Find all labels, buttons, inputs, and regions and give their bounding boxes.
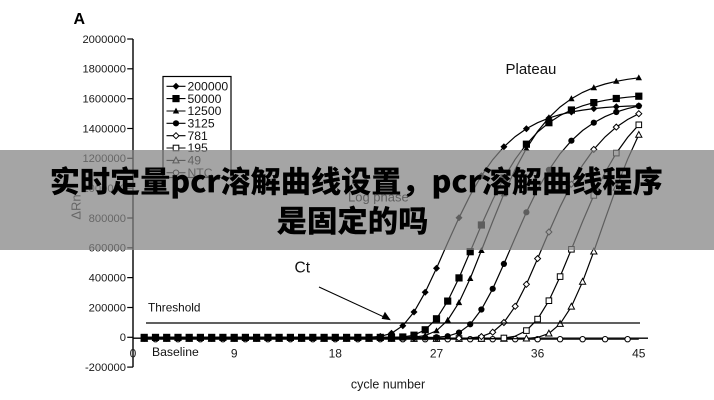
svg-text:2000000: 2000000 [82, 34, 126, 46]
svg-text:3125: 3125 [188, 117, 215, 131]
svg-text:12500: 12500 [188, 104, 222, 118]
svg-text:cycle number: cycle number [351, 378, 425, 392]
svg-text:Baseline: Baseline [152, 345, 199, 359]
svg-text:9: 9 [231, 347, 238, 361]
svg-text:200000: 200000 [89, 302, 126, 314]
svg-text:18: 18 [329, 347, 343, 361]
svg-text:Threshold: Threshold [148, 300, 200, 314]
svg-text:400000: 400000 [89, 273, 126, 285]
svg-text:1400000: 1400000 [82, 123, 126, 135]
svg-text:1800000: 1800000 [82, 64, 126, 76]
svg-text:-200000: -200000 [85, 362, 126, 374]
svg-text:Plateau: Plateau [506, 61, 557, 78]
svg-text:Ct: Ct [295, 259, 311, 276]
svg-text:781: 781 [188, 129, 209, 143]
svg-text:36: 36 [531, 347, 545, 361]
svg-text:1600000: 1600000 [82, 94, 126, 106]
svg-text:200000: 200000 [188, 80, 229, 94]
svg-text:A: A [74, 11, 86, 28]
svg-text:0: 0 [120, 332, 126, 344]
svg-text:0: 0 [130, 347, 137, 361]
svg-text:45: 45 [632, 347, 646, 361]
svg-text:50000: 50000 [188, 92, 222, 106]
svg-text:27: 27 [430, 347, 444, 361]
